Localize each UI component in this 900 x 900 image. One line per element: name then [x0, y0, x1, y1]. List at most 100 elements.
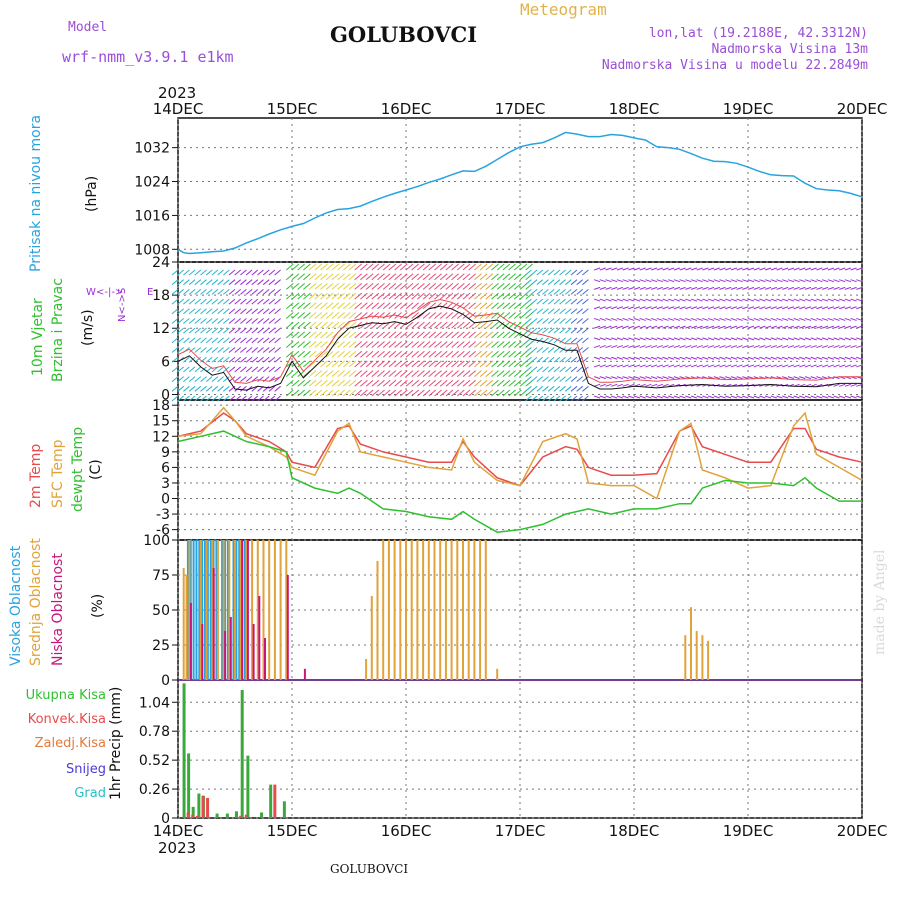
y-tick-label-pressure: 1008	[134, 242, 170, 258]
wind-barb	[673, 356, 681, 360]
wind-barb	[753, 267, 760, 271]
wind-barb	[405, 341, 414, 348]
wind-barb	[445, 292, 454, 300]
wind-barb	[742, 317, 749, 321]
wind-barb	[211, 318, 219, 324]
wind-barb	[599, 356, 606, 360]
wind-barb	[593, 383, 601, 387]
wind-barb	[468, 331, 477, 339]
legend-snow: Snijeg	[66, 762, 106, 777]
wind-barb	[804, 267, 812, 271]
wind-barb	[605, 364, 612, 368]
wind-barb	[725, 325, 732, 329]
wind-barb	[742, 325, 749, 329]
wind-barb	[668, 325, 675, 329]
wind-barb	[605, 306, 612, 310]
wind-barb	[696, 337, 703, 341]
total-precip-bar	[269, 784, 273, 818]
wind-barb	[668, 286, 675, 290]
wind-barb	[217, 366, 224, 373]
wind-barb	[474, 283, 482, 290]
wind-barb	[685, 325, 692, 329]
wind-barb	[633, 356, 641, 360]
wind-barb	[725, 286, 732, 290]
wind-barb	[262, 337, 270, 344]
wind-barb	[633, 306, 641, 310]
wind-barb	[314, 292, 323, 300]
wind-barb	[468, 292, 477, 300]
wind-barb	[268, 337, 276, 344]
wind-barb	[177, 337, 185, 344]
wind-barb	[633, 298, 641, 302]
wind-barb	[816, 356, 823, 360]
wind-barb	[685, 298, 692, 302]
wind-barb	[759, 298, 766, 302]
wind-barb	[730, 337, 738, 341]
wind-barb	[530, 298, 538, 305]
wind-barb	[422, 263, 431, 271]
wind-barb	[833, 337, 840, 341]
total-precip-bar	[182, 683, 186, 818]
x-tick-label-top: 15DEC	[267, 100, 318, 118]
wind-barb	[217, 308, 224, 315]
wind-barb	[468, 389, 477, 397]
wind-barb	[337, 292, 345, 300]
wind-barb	[656, 364, 663, 368]
wind-barb	[240, 356, 247, 363]
wind-barb	[337, 370, 345, 377]
wind-barb	[399, 360, 408, 368]
wind-barb	[696, 317, 703, 321]
wind-barb	[662, 395, 669, 399]
wind-barb	[576, 395, 584, 402]
wind-barb	[456, 312, 465, 319]
wind-barb	[673, 279, 681, 283]
wind-barb	[177, 366, 185, 373]
wind-barb	[622, 337, 629, 341]
wind-barb	[628, 267, 635, 271]
y-tick-label-temp: 15	[152, 414, 170, 430]
wind-barb	[856, 337, 863, 341]
wind-barb	[183, 366, 190, 373]
wind-barb	[582, 318, 589, 324]
wind-barb	[730, 364, 738, 368]
wind-barb	[564, 356, 572, 363]
wind-barb	[308, 360, 317, 368]
wind-barb	[593, 298, 601, 302]
wind-barb	[411, 302, 420, 310]
wind-barb	[274, 269, 281, 276]
wind-barb	[628, 345, 635, 349]
wind-barb	[685, 286, 692, 290]
wind-barb	[211, 356, 219, 363]
wind-barb	[787, 279, 795, 283]
wind-barb	[371, 312, 380, 319]
wind-barb	[547, 337, 555, 344]
wind-barb	[553, 395, 561, 402]
wind-barb	[508, 273, 516, 281]
wind-barb	[793, 395, 800, 399]
wind-barb	[496, 331, 505, 339]
wind-barb	[388, 331, 397, 339]
wind-barb	[650, 279, 658, 283]
wind-barb	[508, 283, 516, 290]
wind-barb	[303, 263, 311, 271]
wind-barb	[171, 347, 179, 353]
wind-barb	[702, 286, 709, 290]
wind-barb	[177, 279, 185, 286]
wind-barb	[422, 331, 431, 339]
wind-barb	[844, 306, 852, 310]
wind-barb	[542, 347, 549, 353]
wind-barb	[844, 279, 852, 283]
wind-barb	[251, 308, 259, 315]
wind-barb	[291, 292, 300, 300]
wind-barb	[793, 337, 800, 341]
wind-barb	[502, 302, 511, 310]
wind-barb	[371, 370, 380, 377]
wind-barb	[719, 376, 726, 380]
wind-barb	[542, 366, 549, 373]
wind-barb	[508, 389, 516, 397]
wind-barb	[485, 302, 494, 310]
wind-barb	[417, 389, 425, 397]
wind-barb	[530, 376, 538, 382]
wind-barb	[285, 389, 294, 397]
wind-barb	[245, 376, 253, 382]
